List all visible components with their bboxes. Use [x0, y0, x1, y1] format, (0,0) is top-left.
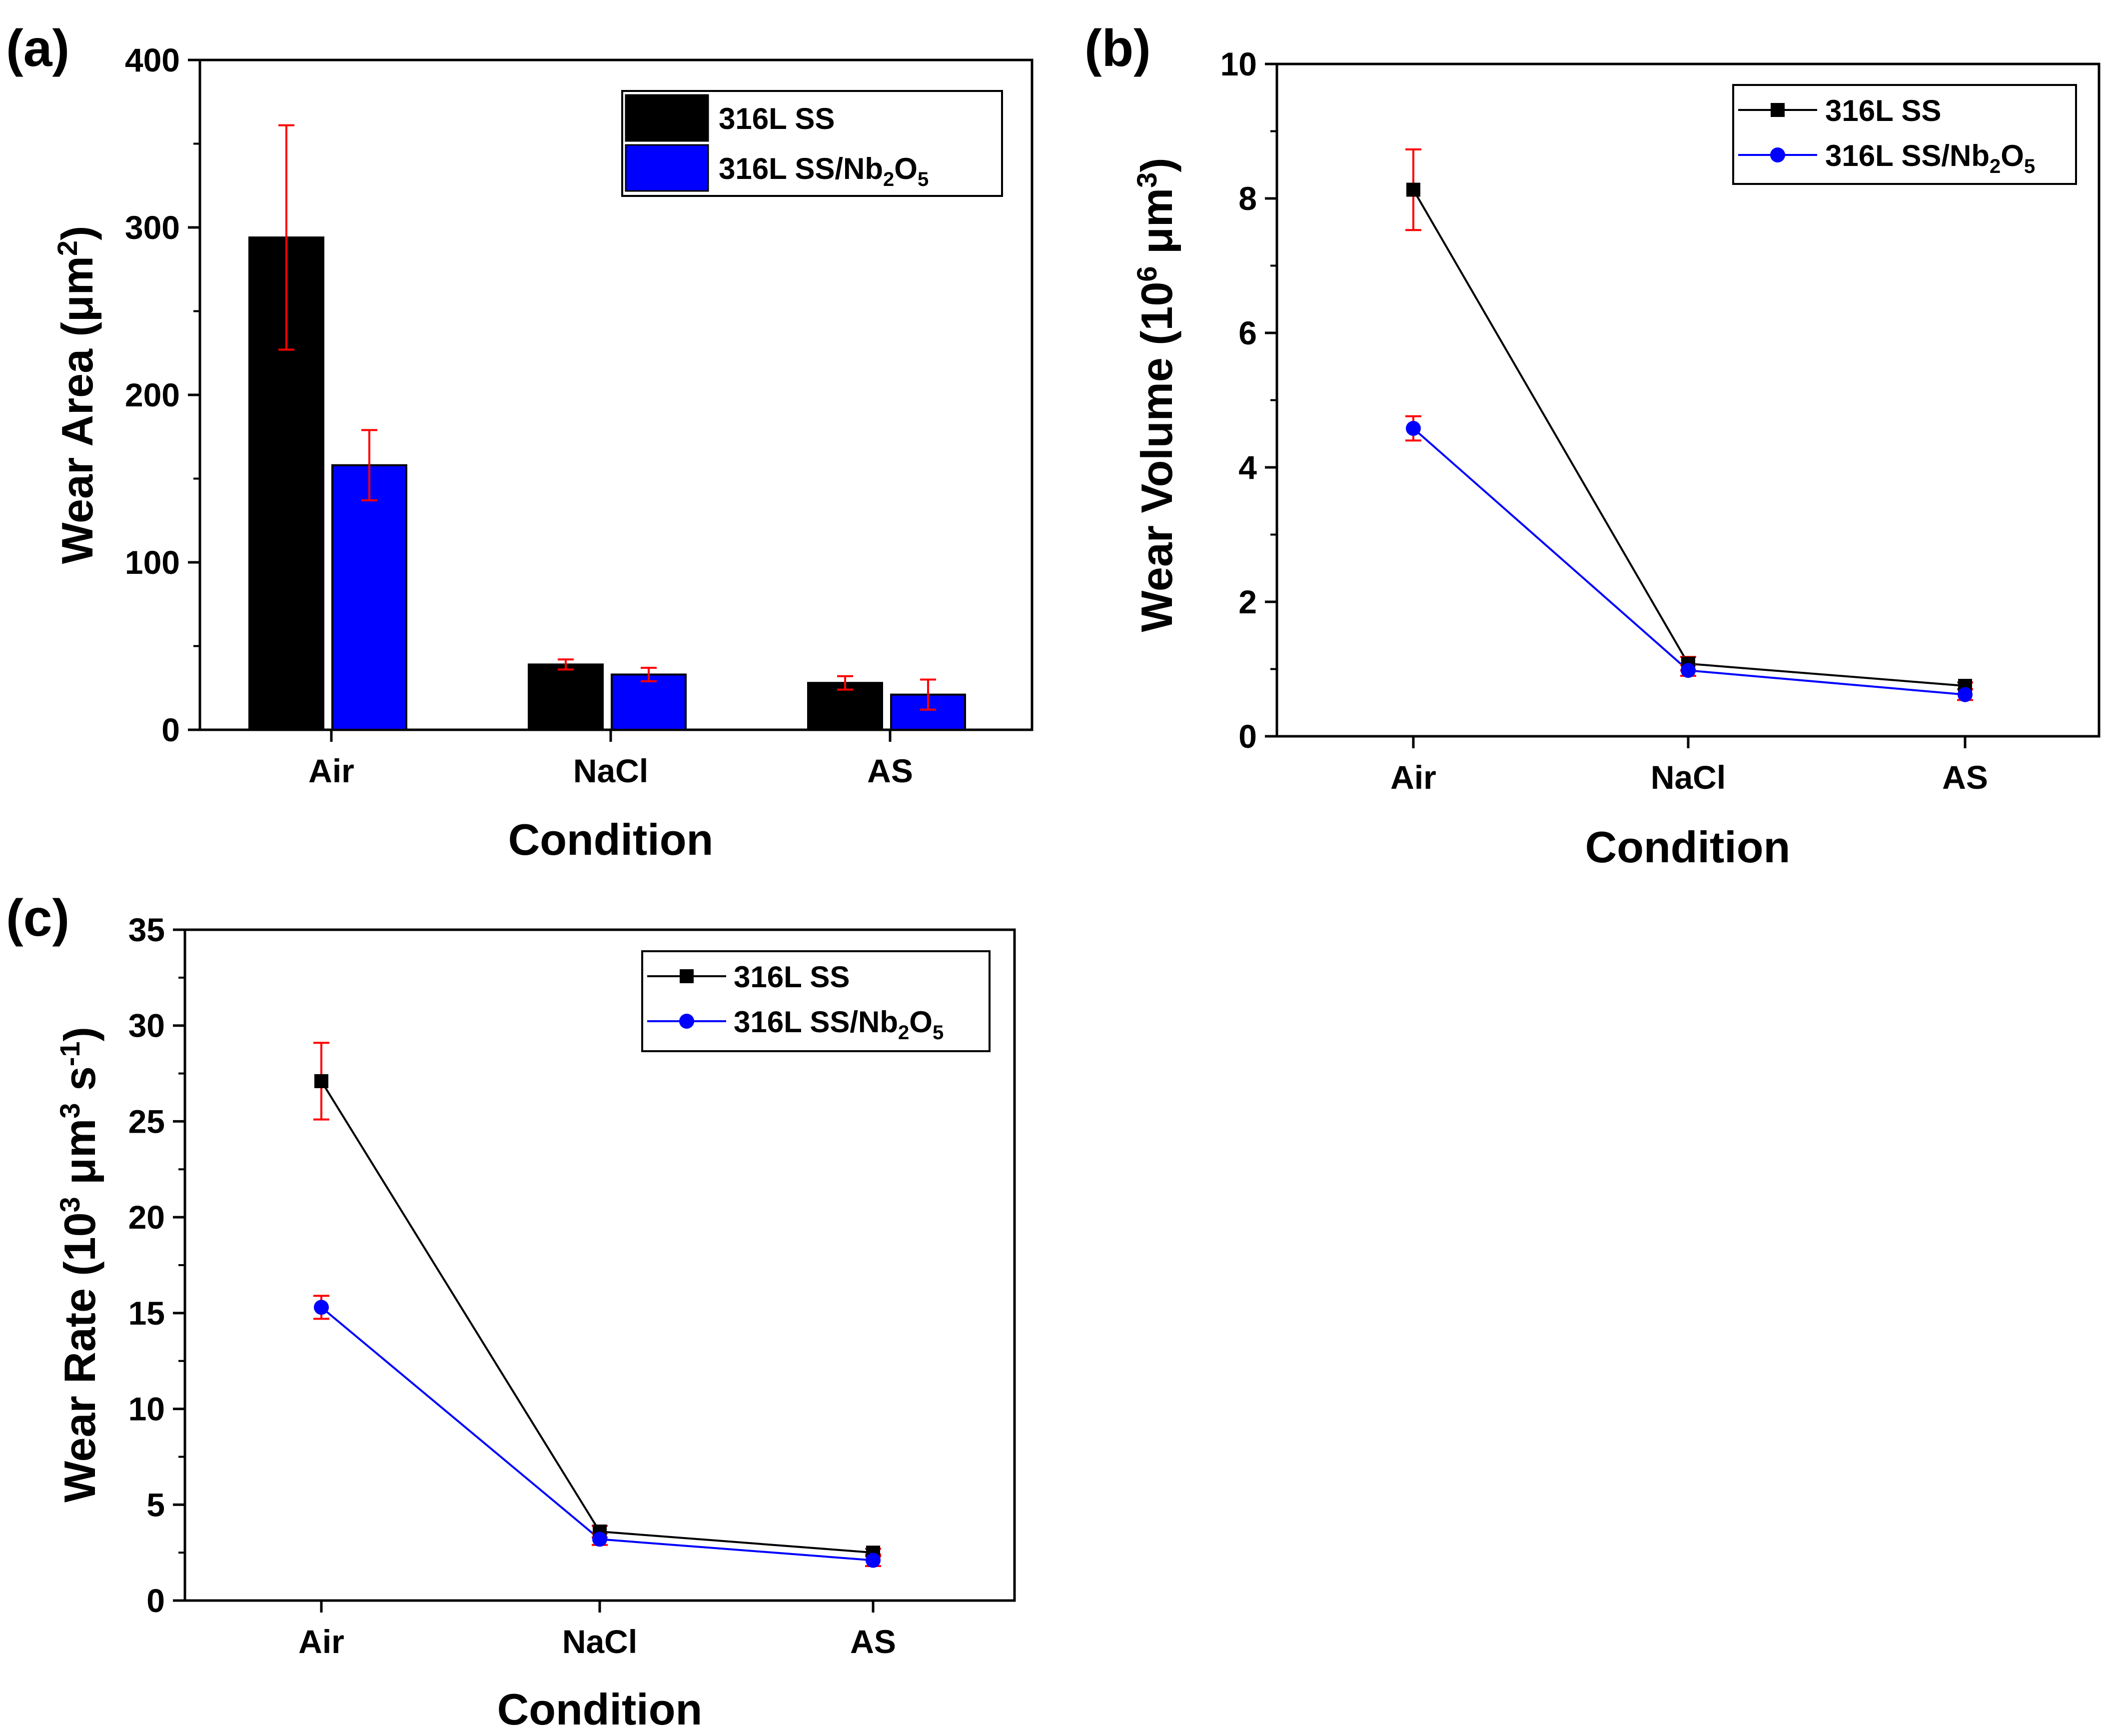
panel-a-legend: 316L SS 316L SS/Nb2O5: [621, 90, 1003, 197]
panel-a: (a) 0 100 200 300 400 Air NaCl AS Condition Wea…: [6, 19, 1034, 864]
panel-c-point-nb2o5-as: [866, 1553, 881, 1568]
panel-b-legend-marker-nb2o5: [1770, 147, 1785, 162]
panel-a-x-axis-label: Condition: [508, 815, 714, 864]
panel-c-y-tick-label: 30: [128, 1007, 165, 1044]
panel-a-bar-316l-nacl: [528, 663, 604, 731]
panel-b-x-tick-label: Air: [1390, 759, 1436, 796]
panel-a-x-tick-label: Air: [308, 752, 354, 789]
panel-a-label: (a): [6, 19, 69, 77]
panel-a-x-tick-label: NaCl: [573, 752, 648, 789]
panel-a-y-axis-label: Wear Area (μm2): [51, 226, 102, 564]
panel-c-x-tick-label: AS: [850, 1623, 896, 1660]
panel-c-legend-label-316l: 316L SS: [734, 960, 850, 994]
panel-a-legend-label-nb2o5: 316L SS/Nb2O5: [719, 152, 929, 190]
panel-b-x-tick-label: AS: [1942, 759, 1988, 796]
panel-a-error-bars: [278, 124, 936, 711]
panel-b-legend-label-316l: 316L SS: [1825, 94, 1941, 127]
panel-c-markers: [314, 1074, 881, 1568]
panel-c-y-tick-label: 5: [146, 1486, 165, 1523]
panel-b-point-nb2o5-air: [1406, 420, 1421, 436]
panel-b-error-bars: [1405, 148, 1973, 701]
panel-c-y-tick-label: 10: [128, 1391, 165, 1428]
panel-c-y-tick-label: 25: [128, 1103, 165, 1140]
panel-c-x-tick-label: Air: [298, 1623, 344, 1660]
panel-a-y-tick-label: 100: [125, 544, 180, 581]
panel-a-error-bar-nb2o5-nacl: [641, 667, 657, 682]
panel-a-error-bar-316l-nacl: [558, 658, 574, 671]
panel-c: (c) 0 5 10 15 20 25 30 35 Air NaCl AS Condition We…: [6, 889, 1016, 1734]
panel-c-point-316l-air: [314, 1074, 328, 1088]
panel-c-error-bars: [313, 1042, 881, 1567]
panel-c-x-tick-label: NaCl: [562, 1623, 637, 1660]
panel-c-y-tick-label: 20: [128, 1199, 165, 1236]
panel-a-y-tick-label: 200: [125, 376, 180, 413]
panel-a-bars: [248, 236, 966, 731]
panel-b-point-nb2o5-as: [1958, 687, 1973, 702]
panel-c-legend-box: [641, 950, 991, 1052]
panel-b-line-316l: [1412, 189, 1966, 687]
panel-c-point-nb2o5-air: [314, 1300, 329, 1315]
panel-c-y-tick-label: 35: [128, 911, 165, 948]
panel-a-y-tick-label: 300: [125, 209, 180, 246]
panel-c-line-nb2o5: [320, 1306, 874, 1562]
panel-a-bar-316l-as: [807, 682, 883, 731]
panel-b-y-tick-label: 2: [1238, 583, 1257, 620]
panel-b-legend-label-nb2o5: 316L SS/Nb2O5: [1825, 139, 2035, 177]
panel-a-error-bar-316l-air: [278, 124, 294, 351]
panel-b-y-tick-label: 8: [1238, 180, 1257, 217]
panel-b-legend-box: [1732, 84, 2077, 185]
panel-a-y-tick-label: 0: [161, 711, 180, 748]
panel-b-x-tick-label: NaCl: [1651, 759, 1726, 796]
panel-c-y-tick-label: 0: [146, 1582, 165, 1619]
panel-a-legend-label-316l: 316L SS: [719, 102, 835, 135]
panel-b-label: (b): [1084, 19, 1151, 77]
panel-a-legend-swatch-nb2o5: [625, 144, 709, 192]
panel-b-axis-ticks: 0 2 4 6 8 10 Air NaCl AS: [1220, 45, 1988, 796]
panel-c-axis-ticks: 0 5 10 15 20 25 30 35 Air NaCl AS: [128, 911, 896, 1660]
panel-a-bar-nb2o5-nacl: [611, 673, 687, 731]
panel-b-x-axis-label: Condition: [1585, 822, 1791, 872]
panel-b: (b) 0 2 4 6 8 10 Air NaCl AS Condition Wear Volu…: [1084, 19, 2101, 872]
panel-c-label: (c): [6, 889, 69, 947]
panel-c-y-tick-label: 15: [128, 1295, 165, 1332]
panel-a-legend-swatch-316l: [625, 94, 709, 142]
panel-b-legend-marker-316l: [1771, 103, 1785, 117]
panel-b-legend: 316L SS 316L SS/Nb2O5: [1732, 84, 2077, 185]
panel-b-line-nb2o5: [1412, 427, 1966, 696]
panel-b-series-lines: [1412, 189, 1966, 696]
panel-c-legend: 316L SS 316L SS/Nb2O5: [641, 950, 991, 1052]
panel-a-error-bar-nb2o5-as: [920, 678, 936, 711]
panel-b-markers: [1406, 182, 1973, 702]
panel-b-y-tick-label: 10: [1220, 45, 1257, 82]
panel-c-y-axis-label: Wear Rate (103 μm3 s-1): [54, 1027, 105, 1503]
panel-b-y-axis-label: Wear Volume (106 μm3): [1131, 157, 1182, 632]
panel-c-legend-marker-316l: [680, 969, 694, 983]
panel-b-point-316l-air: [1406, 182, 1420, 197]
panel-a-bar-316l-air: [248, 236, 324, 731]
panel-a-error-bar-nb2o5-air: [361, 429, 377, 502]
panel-a-y-tick-label: 400: [125, 41, 180, 78]
panel-c-legend-marker-nb2o5: [679, 1014, 694, 1029]
panel-c-legend-label-nb2o5: 316L SS/Nb2O5: [734, 1005, 944, 1044]
panel-a-error-bar-316l-as: [837, 675, 853, 691]
panel-a-x-tick-label: AS: [867, 752, 913, 789]
panel-c-series-lines: [320, 1080, 874, 1562]
panel-c-x-axis-label: Condition: [497, 1685, 703, 1734]
panel-c-line-316l: [320, 1080, 874, 1554]
panel-b-y-tick-label: 0: [1238, 718, 1257, 755]
panel-b-point-nb2o5-nacl: [1681, 663, 1696, 678]
panel-a-bar-nb2o5-air: [331, 464, 407, 731]
panel-b-y-tick-label: 4: [1238, 449, 1257, 486]
panel-c-point-nb2o5-nacl: [592, 1532, 607, 1547]
panel-b-y-tick-label: 6: [1238, 314, 1257, 351]
panel-a-axis-ticks: 0 100 200 300 400 Air NaCl AS: [125, 41, 913, 789]
